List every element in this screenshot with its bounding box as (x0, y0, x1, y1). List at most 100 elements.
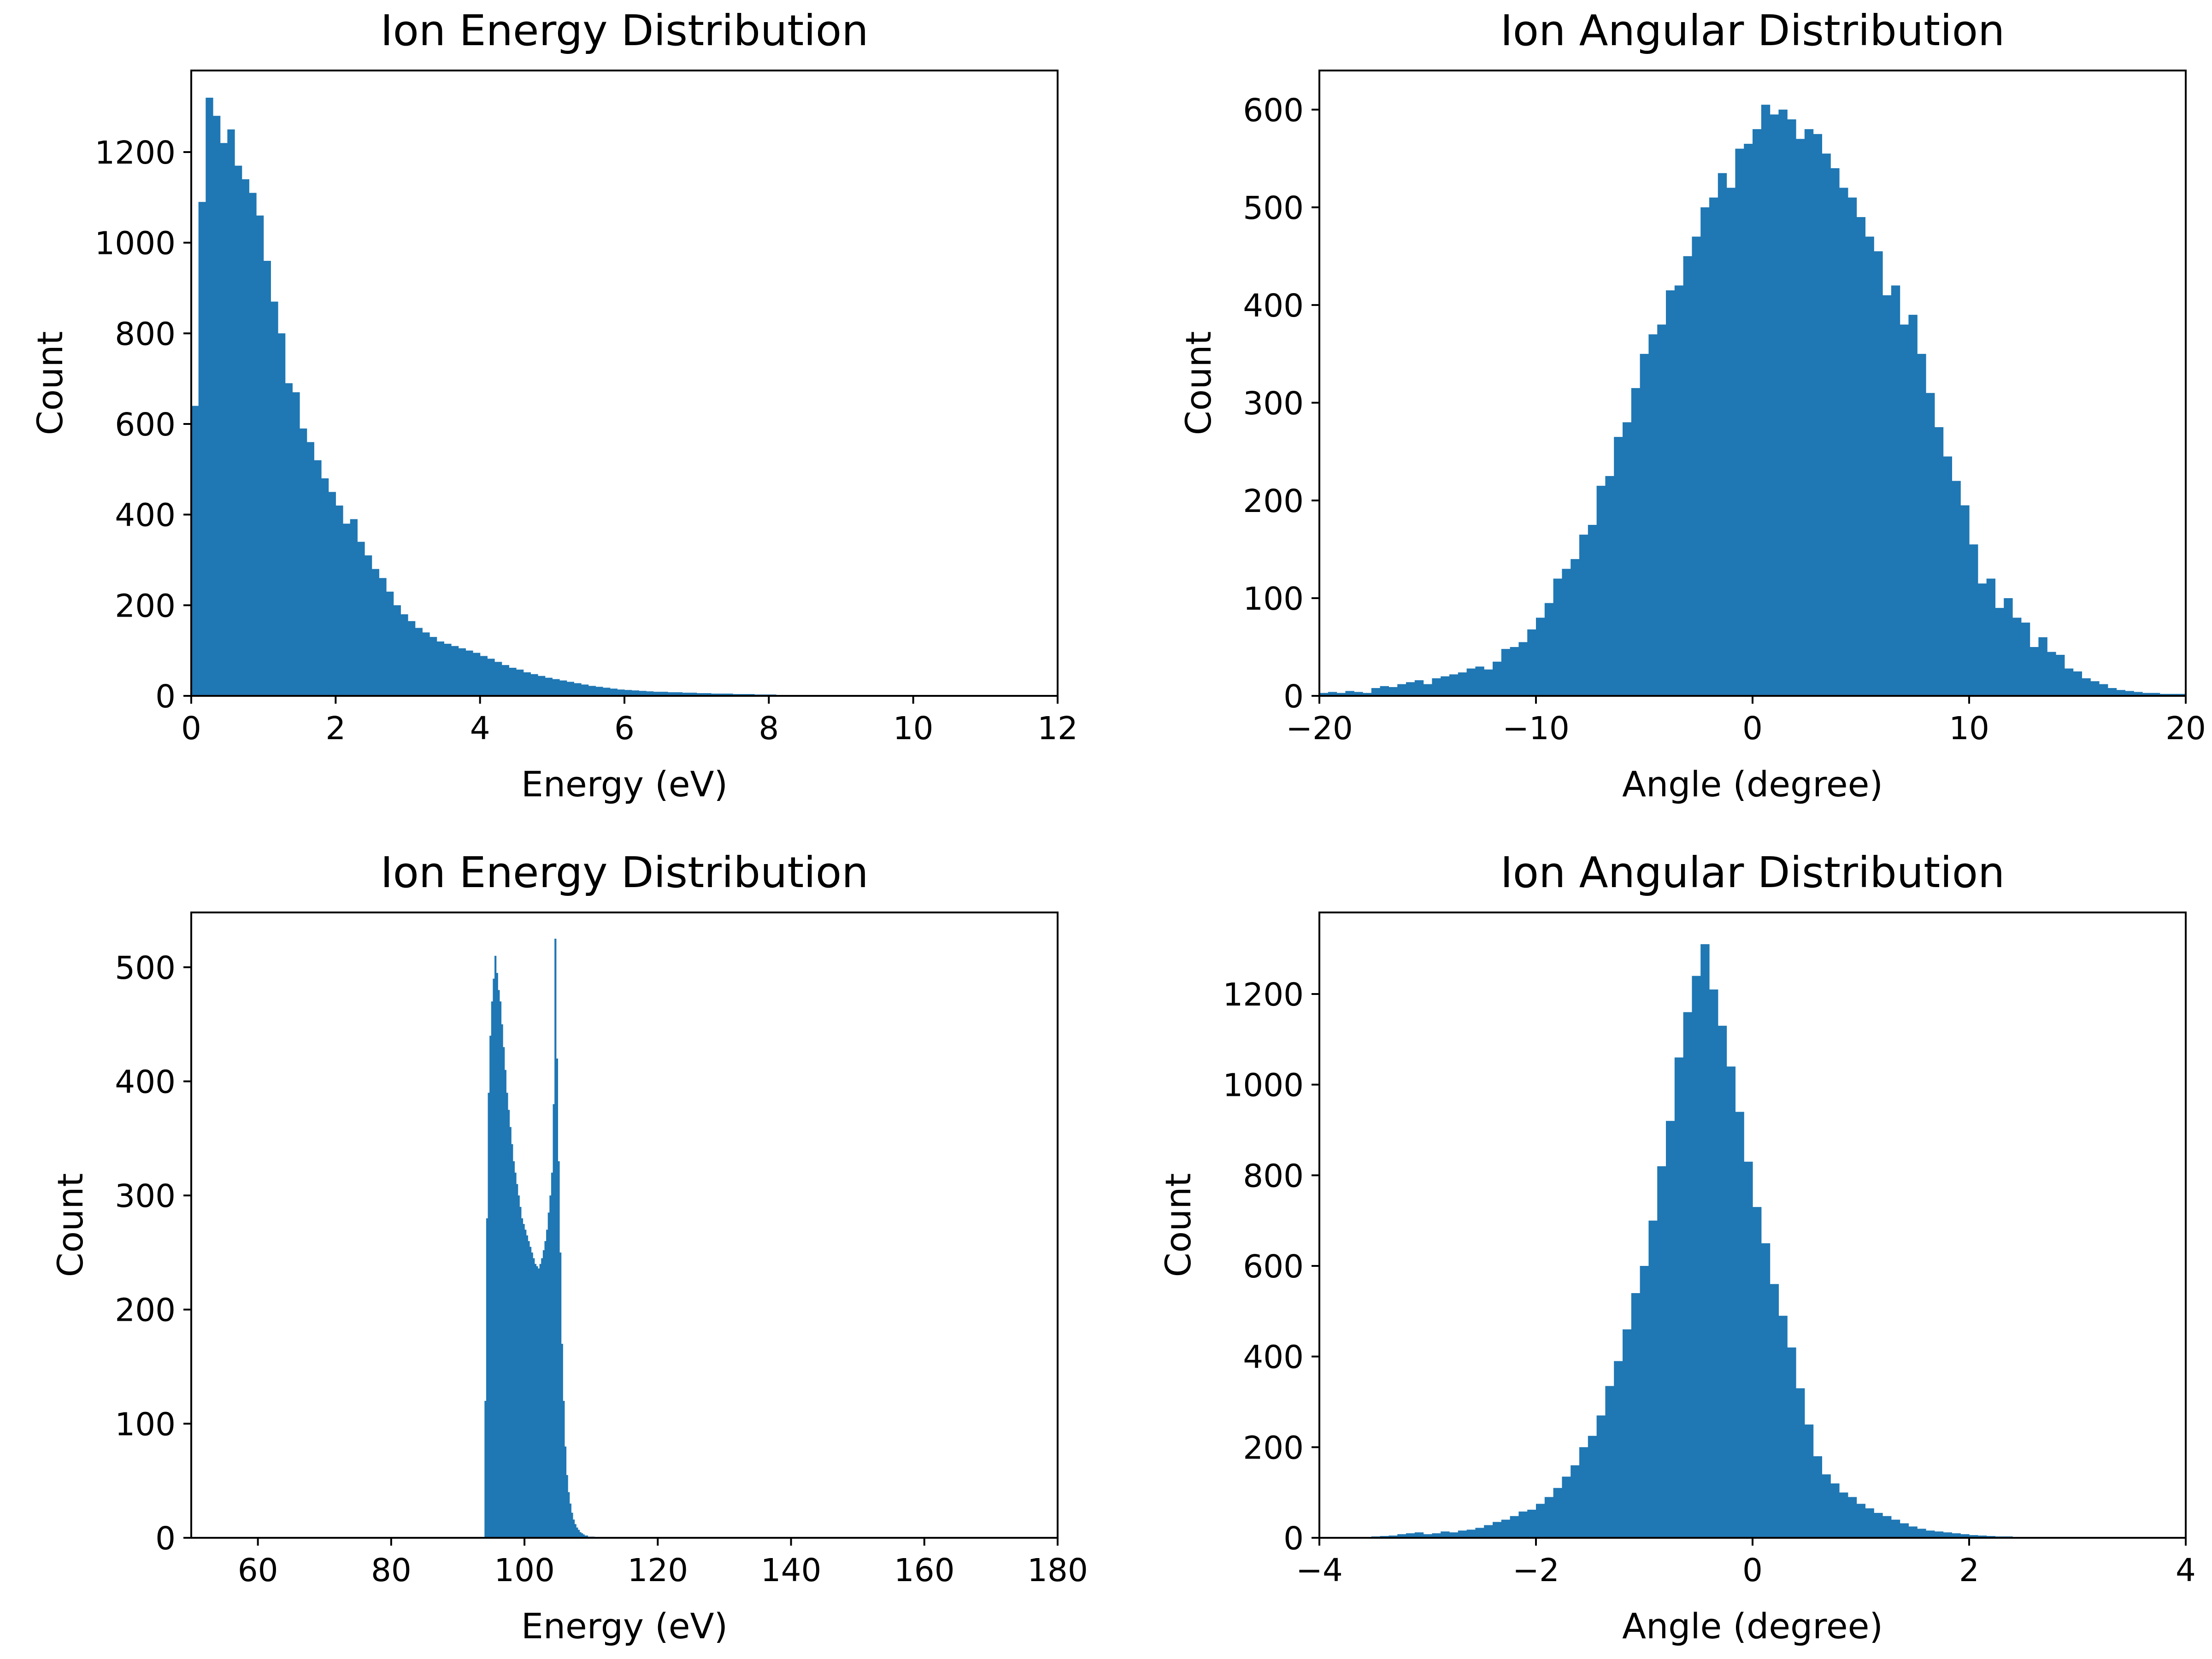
histogram-bar (1449, 674, 1459, 696)
histogram-bar (1536, 1504, 1545, 1538)
histogram-bar (1571, 1465, 1580, 1538)
histogram-bar (1778, 1316, 1788, 1538)
histogram-bar (1441, 676, 1450, 696)
histogram-bar (1796, 139, 1805, 696)
histogram-bar (1571, 559, 1580, 696)
histogram-bar (2082, 678, 2091, 696)
histogram-bar (494, 662, 502, 696)
histogram-bar (1900, 1523, 1909, 1538)
x-tick-label: 80 (371, 1552, 412, 1589)
histogram-bar (1839, 1492, 1848, 1538)
histogram-bar (2012, 618, 2022, 696)
histogram-bar (489, 1035, 492, 1538)
histogram-bar (1631, 388, 1641, 696)
y-tick-label: 0 (155, 1520, 176, 1557)
histogram-bar (1562, 569, 1571, 696)
histogram-bar (1666, 1121, 1675, 1538)
histogram-bar (1891, 285, 1900, 696)
histogram-bar (549, 1195, 552, 1538)
histogram-bar (528, 1241, 530, 1538)
x-tick-label: −2 (1512, 1552, 1559, 1589)
histogram-bar (1770, 1284, 1779, 1538)
histogram-bar (1614, 437, 1623, 696)
histogram-bar (1414, 1532, 1424, 1538)
histogram-bar (1648, 334, 1658, 696)
histogram-bar (538, 1268, 540, 1538)
histogram-bar (241, 179, 249, 696)
histogram-bar (572, 1519, 575, 1538)
histogram-bar (436, 641, 444, 696)
histogram-bar (524, 1230, 527, 1538)
histogram-bar (496, 973, 498, 1538)
histogram-bar (1934, 1531, 1944, 1538)
histogram-bar (1761, 1243, 1771, 1538)
x-tick-label: 2 (325, 710, 346, 747)
histogram-bar (2099, 684, 2108, 696)
histogram-bar (563, 1400, 565, 1538)
histogram-bar (1744, 144, 1753, 696)
histogram-bar (519, 1206, 522, 1538)
y-tick-label: 1200 (1223, 977, 1304, 1013)
histogram-bar (2107, 688, 2117, 696)
histogram-bar (1493, 661, 1502, 696)
x-tick-label: 0 (181, 710, 201, 747)
histogram-bar (422, 632, 430, 696)
histogram-bar (696, 693, 704, 696)
histogram-bar (553, 1104, 555, 1538)
histogram-bar (1518, 1511, 1528, 1538)
histogram-bar (285, 383, 293, 696)
histogram-bar (1986, 578, 1995, 696)
histogram-bar (1354, 692, 1363, 696)
y-tick-label: 1000 (94, 225, 176, 262)
histogram-bar (493, 978, 495, 1538)
histogram-bar (1562, 1477, 1571, 1538)
x-tick-label: 8 (759, 710, 779, 747)
histogram-bar (2142, 693, 2152, 696)
y-tick-label: 400 (1243, 1339, 1304, 1376)
histogram-bar (514, 1172, 517, 1538)
x-tick-label: 100 (494, 1552, 555, 1589)
histogram-bar (1596, 1415, 1606, 1538)
histogram-bar (1527, 629, 1536, 696)
histogram-bar (1960, 505, 1970, 696)
histogram-bar (1709, 197, 1718, 696)
histogram-bar (1657, 324, 1666, 696)
histogram-bar (1908, 315, 1918, 696)
histogram-bar (408, 621, 416, 696)
histogram-bar (1458, 1530, 1467, 1538)
histogram-bar (1726, 1066, 1735, 1538)
histogram-bar (588, 686, 596, 696)
histogram-bar (335, 506, 343, 696)
y-tick-label: 600 (1243, 92, 1304, 129)
histogram-bar (1683, 256, 1692, 696)
histogram-bar (546, 1230, 548, 1538)
histogram-bar (386, 591, 394, 696)
histogram-bar (271, 301, 278, 696)
histogram-bar (551, 1172, 553, 1538)
histogram-bar (1458, 672, 1467, 696)
histogram-bar (2168, 694, 2177, 696)
histogram-bar (1700, 207, 1710, 696)
histogram-bar (1475, 1528, 1484, 1538)
angle-histogram-panel-bottom-right: −4 −2 0 2 4 0 200 400 600 800 1000 1200 Ion Angular … (1158, 848, 2196, 1647)
histogram-bar (504, 1070, 506, 1538)
histogram-bar (1579, 535, 1588, 696)
histogram-bar (531, 1252, 533, 1538)
histogram-bar (1735, 1112, 1744, 1538)
y-tick-label: 200 (1243, 483, 1304, 520)
histogram-bar (1666, 290, 1675, 696)
y-tick-label: 800 (1243, 1158, 1304, 1194)
histogram-bar (2073, 671, 2082, 696)
histogram-bar (1847, 197, 1857, 696)
x-tick-label: 0 (1742, 1552, 1763, 1589)
histogram-bar (542, 1250, 545, 1538)
histogram-bar (1466, 1530, 1476, 1538)
energy-histogram-panel-top-left: 0 2 4 6 8 10 12 0 200 400 600 800 1000 1200 Ion Energy… (29, 6, 1078, 805)
histogram-bar (536, 1266, 538, 1538)
histogram-bar (582, 1534, 585, 1538)
histogram-bar (306, 442, 314, 696)
y-tick-label: 300 (1243, 385, 1304, 422)
histogram-bar (1466, 668, 1476, 696)
histogram-bar (1917, 1529, 1926, 1538)
histogram-bar (512, 1161, 515, 1538)
